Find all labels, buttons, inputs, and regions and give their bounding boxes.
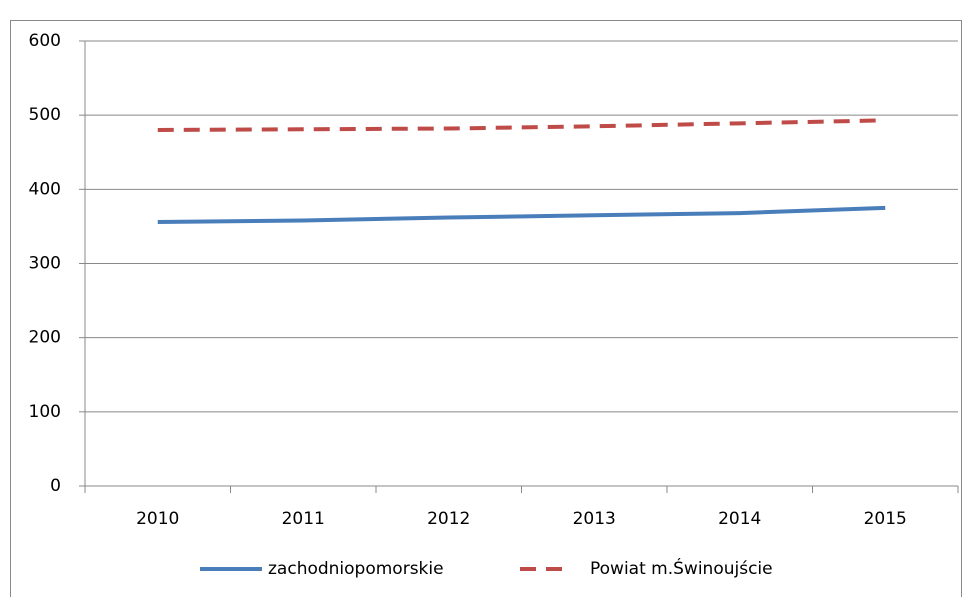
y-tick-label: 200	[29, 328, 61, 348]
y-tick-label: 300	[29, 254, 61, 274]
series-line	[157, 205, 886, 224]
x-tick-label: 2010	[136, 509, 179, 529]
chart-frame	[10, 20, 962, 597]
y-tick-label: 400	[29, 179, 61, 199]
legend-label: zachodniopomorskie	[268, 559, 444, 579]
y-tick-label: 0	[50, 476, 61, 496]
y-tick-label: 500	[29, 105, 61, 125]
y-tick-label: 100	[29, 402, 61, 422]
x-tick-label: 2015	[864, 509, 907, 529]
series-line	[157, 118, 886, 132]
x-tick-label: 2012	[427, 509, 470, 529]
x-tick-label: 2013	[573, 509, 616, 529]
x-tick-label: 2014	[718, 509, 761, 529]
legend-label: Powiat m.Świnoujście	[590, 557, 773, 579]
x-tick-label: 2011	[282, 509, 325, 529]
y-tick-label: 600	[29, 31, 61, 51]
